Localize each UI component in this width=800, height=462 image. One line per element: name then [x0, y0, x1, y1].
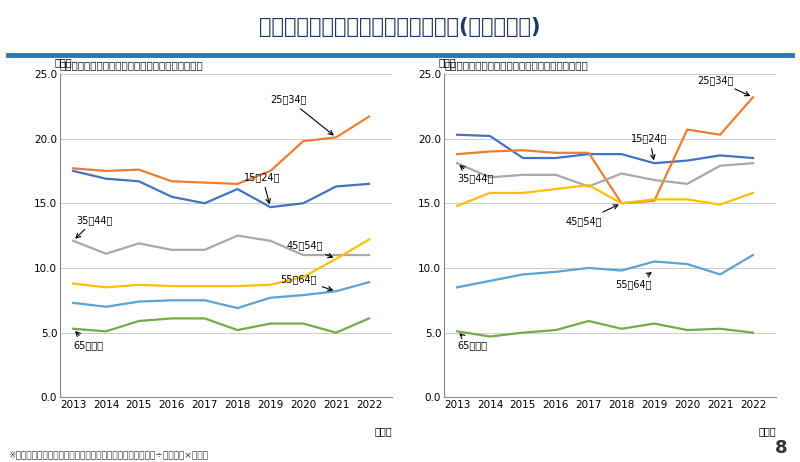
Text: （年）: （年）: [374, 426, 392, 437]
Text: 転職等希望者の就業者に占める割合(男女年齢別): 転職等希望者の就業者に占める割合(男女年齢別): [259, 17, 541, 37]
Text: 年齢別の転職等希望者の就業者に占める割合（女）: 年齢別の転職等希望者の就業者に占める割合（女）: [444, 61, 588, 70]
Text: 15～24歳: 15～24歳: [631, 133, 668, 159]
Text: （年）: （年）: [758, 426, 776, 437]
Text: （％）: （％）: [54, 57, 72, 67]
Text: 45～54歳: 45～54歳: [287, 241, 333, 258]
Text: 25～34歳: 25～34歳: [270, 94, 333, 135]
Text: 65歳以上: 65歳以上: [457, 334, 487, 350]
Text: 15～24歳: 15～24歳: [244, 172, 281, 203]
Text: 55～64歳: 55～64歳: [615, 273, 651, 289]
Text: 65歳以上: 65歳以上: [73, 332, 103, 350]
Text: 35～44歳: 35～44歳: [457, 166, 494, 183]
Text: ※転職等希望者の就業者に占める割合（％）＝転職等希望者÷就業者数×１００: ※転職等希望者の就業者に占める割合（％）＝転職等希望者÷就業者数×１００: [8, 451, 208, 460]
Text: 8: 8: [775, 439, 788, 457]
Text: 45～54歳: 45～54歳: [566, 205, 618, 226]
Text: 年齢別の転職等希望者の就業者に占める割合（男）: 年齢別の転職等希望者の就業者に占める割合（男）: [60, 61, 204, 70]
Text: 35～44歳: 35～44歳: [76, 215, 113, 238]
Text: （％）: （％）: [438, 57, 456, 67]
Text: 55～64歳: 55～64歳: [280, 274, 332, 291]
Text: 25～34歳: 25～34歳: [697, 75, 750, 96]
